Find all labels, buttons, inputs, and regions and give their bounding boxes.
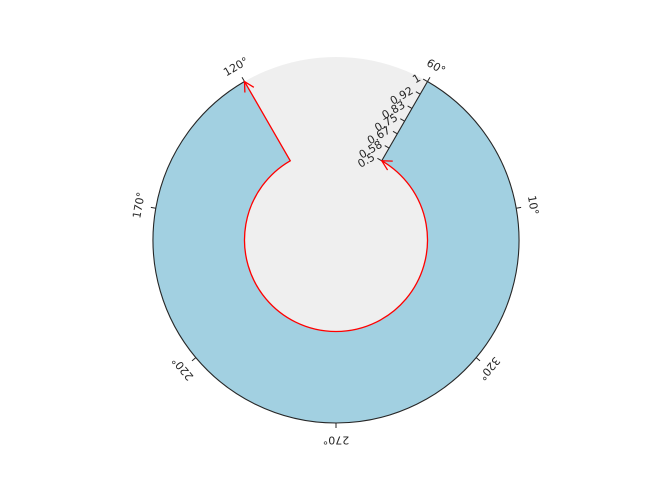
radial-tick-5 (415, 91, 421, 95)
theta-tick-0 (516, 206, 522, 209)
radial-tick-4 (407, 105, 413, 109)
theta-tick-label-0: 10° (525, 195, 541, 216)
arrow-head-start (380, 160, 393, 171)
theta-tick-6 (475, 357, 481, 362)
annotation-arrow (243, 81, 429, 333)
filled-ring-sector (153, 81, 520, 424)
theta-tick-label-5: 270° (323, 434, 350, 447)
radial-tick-3 (400, 118, 405, 122)
theta-ticks: 10° 60° 120° 170° 220° 270° 320° (130, 55, 541, 447)
theta-tick-1 (427, 76, 431, 82)
arrow-head-end (243, 80, 255, 93)
theta-tick-4 (191, 357, 197, 362)
theta-tick-label-3: 170° (130, 191, 147, 219)
theta-tick-label-6: 320° (476, 354, 503, 383)
theta-tick-3 (150, 206, 156, 209)
radial-tick-2 (392, 130, 398, 135)
theta-tick-label-1: 60° (424, 56, 447, 77)
theta-tick-label-2: 120° (221, 55, 250, 80)
radial-tick-6 (422, 78, 428, 82)
radial-tick-1 (384, 145, 390, 149)
outer-boundary (152, 81, 520, 424)
theta-tick-label-4: 220° (169, 354, 196, 383)
